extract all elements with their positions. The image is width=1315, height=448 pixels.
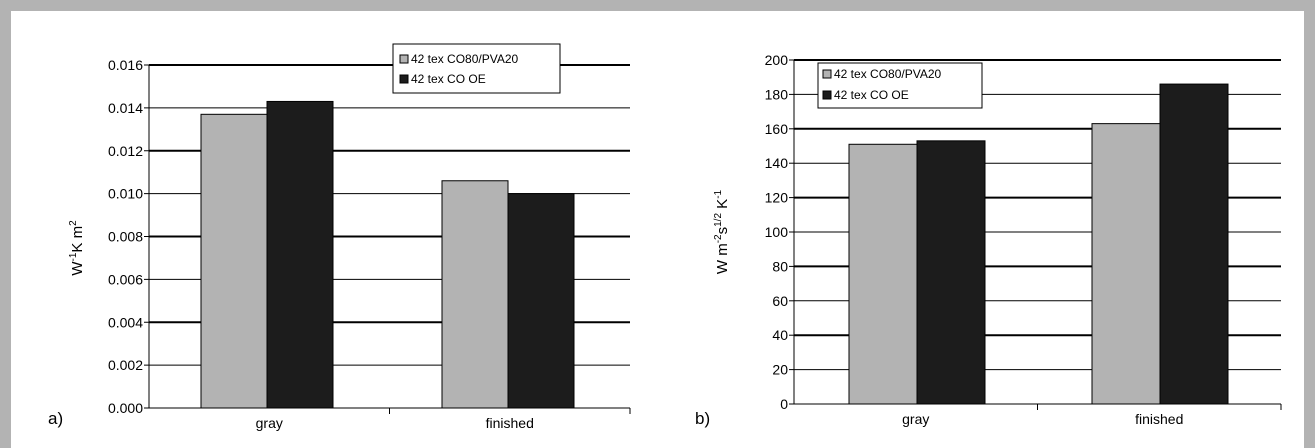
y-tick-label: 180	[765, 86, 789, 102]
bars-a	[200, 100, 575, 409]
legend-label-b-2: 42 tex CO OE	[834, 88, 909, 102]
legend-label-a-1: 42 tex CO80/PVA20	[411, 52, 519, 66]
legend-b: 42 tex CO80/PVA20 42 tex CO OE	[817, 62, 983, 109]
legend-box-b	[817, 62, 983, 109]
legend-swatch-b-2	[822, 90, 832, 100]
x-tick-label: gray	[256, 415, 283, 431]
legend-swatch-a-1	[399, 54, 409, 64]
chart-a: a) W-1K m2 0.000 0.002 0.004 0.006 0.008 0.01…	[48, 43, 631, 431]
bar-series1-finished	[1091, 123, 1161, 405]
bars-b	[848, 83, 1229, 405]
bar-series2-finished	[507, 193, 575, 409]
y-tick-label: 0.010	[108, 186, 143, 202]
chart-b: b) W m-2s1/2 K-1 0 20 40 60 80 100 120 140 160 18…	[695, 52, 1282, 428]
tick-labels-b: 0 20 40 60 80 100 120 140 160 180 200 gray finished	[765, 52, 1184, 427]
bar-series2-gray	[916, 140, 986, 405]
y-tick-label: 20	[772, 362, 788, 378]
y-tick-label: 40	[772, 327, 788, 343]
tick-labels-a: 0.000 0.002 0.004 0.006 0.008 0.010 0.012 0.014…	[108, 57, 534, 431]
y-tick-label: 0	[780, 396, 788, 412]
y-tick-label: 60	[772, 293, 788, 309]
legend-swatch-a-2	[399, 74, 409, 84]
bar-series1-gray	[200, 113, 268, 409]
axes-a	[144, 64, 631, 414]
legend-swatch-b-1	[822, 69, 832, 79]
y-tick-label: 200	[765, 52, 789, 68]
y-tick-label: 0.016	[108, 57, 143, 73]
legend-box-a	[392, 43, 561, 94]
y-tick-label: 80	[772, 258, 788, 274]
bar-series1-finished	[441, 180, 509, 409]
x-tick-label: finished	[486, 415, 534, 431]
panel-tag-a: a)	[48, 409, 63, 428]
y-tick-label: 100	[765, 224, 789, 240]
y-tick-label: 0.002	[108, 357, 143, 373]
y-tick-label: 0.012	[108, 143, 143, 159]
y-tick-label: 0.000	[108, 400, 143, 416]
legend-label-b-1: 42 tex CO80/PVA20	[834, 67, 942, 81]
bar-series1-gray	[848, 143, 918, 405]
y-tick-label: 140	[765, 155, 789, 171]
y-tick-label: 160	[765, 121, 789, 137]
y-tick-label: 0.006	[108, 271, 143, 287]
y-tick-label: 0.014	[108, 100, 143, 116]
x-tick-label: gray	[902, 411, 929, 427]
y-axis-label-b: W m-2s1/2 K-1	[713, 189, 731, 274]
y-axis-label-a: W-1K m2	[68, 220, 86, 276]
y-tick-label: 0.008	[108, 229, 143, 245]
y-tick-label: 0.004	[108, 314, 143, 330]
bar-series2-gray	[266, 100, 334, 409]
legend-label-a-2: 42 tex CO OE	[411, 72, 486, 86]
legend-a: 42 tex CO80/PVA20 42 tex CO OE	[392, 43, 561, 94]
axes-b	[789, 59, 1282, 410]
y-tick-label: 120	[765, 190, 789, 206]
panel-tag-b: b)	[695, 409, 710, 428]
bar-series2-finished	[1159, 83, 1229, 405]
x-tick-label: finished	[1135, 411, 1183, 427]
